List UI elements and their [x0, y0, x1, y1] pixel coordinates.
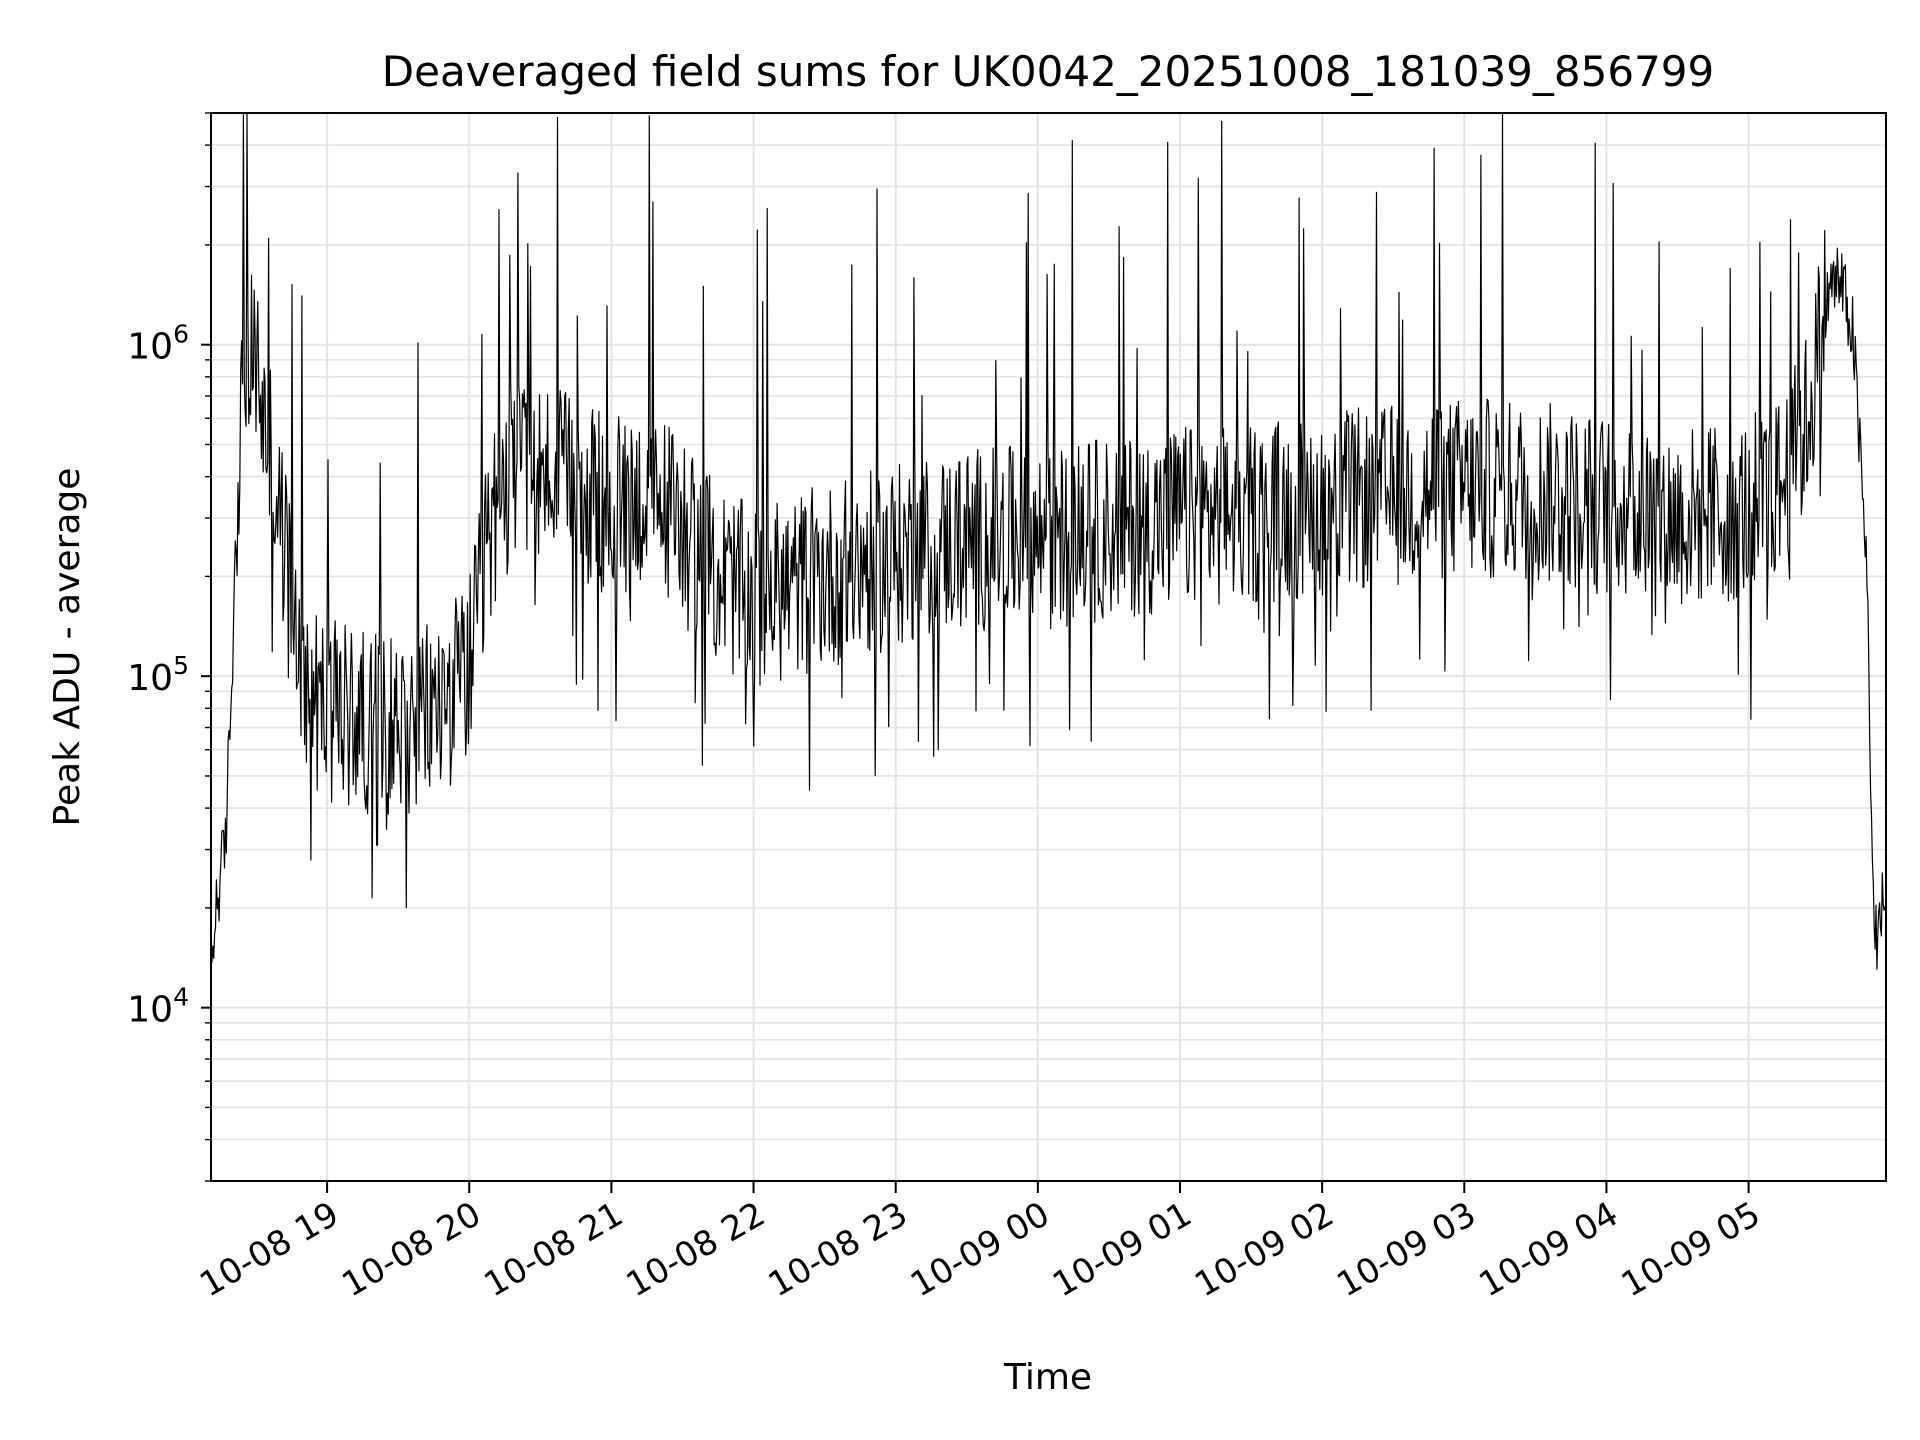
grid-lines: [211, 112, 1886, 1182]
series-line: [210, 112, 1887, 970]
series-layer: [210, 112, 1887, 970]
y-tick-label: 106: [127, 320, 189, 368]
y-tick-exponent: 4: [173, 983, 189, 1012]
y-tick-label: 104: [127, 983, 189, 1031]
axes-frame: [210, 112, 1887, 1182]
y-axis-label: Peak ADU - average: [47, 468, 88, 827]
y-tick-exponent: 6: [173, 320, 189, 349]
y-tick-base: 10: [127, 658, 173, 699]
y-tick-base: 10: [127, 327, 173, 368]
y-tick-base: 10: [127, 990, 173, 1031]
y-tick-exponent: 5: [173, 651, 189, 680]
y-tick-label: 105: [127, 651, 189, 699]
chart-title: Deaveraged field sums for UK0042_2025100…: [382, 47, 1714, 96]
x-axis-label: Time: [1003, 1357, 1092, 1398]
